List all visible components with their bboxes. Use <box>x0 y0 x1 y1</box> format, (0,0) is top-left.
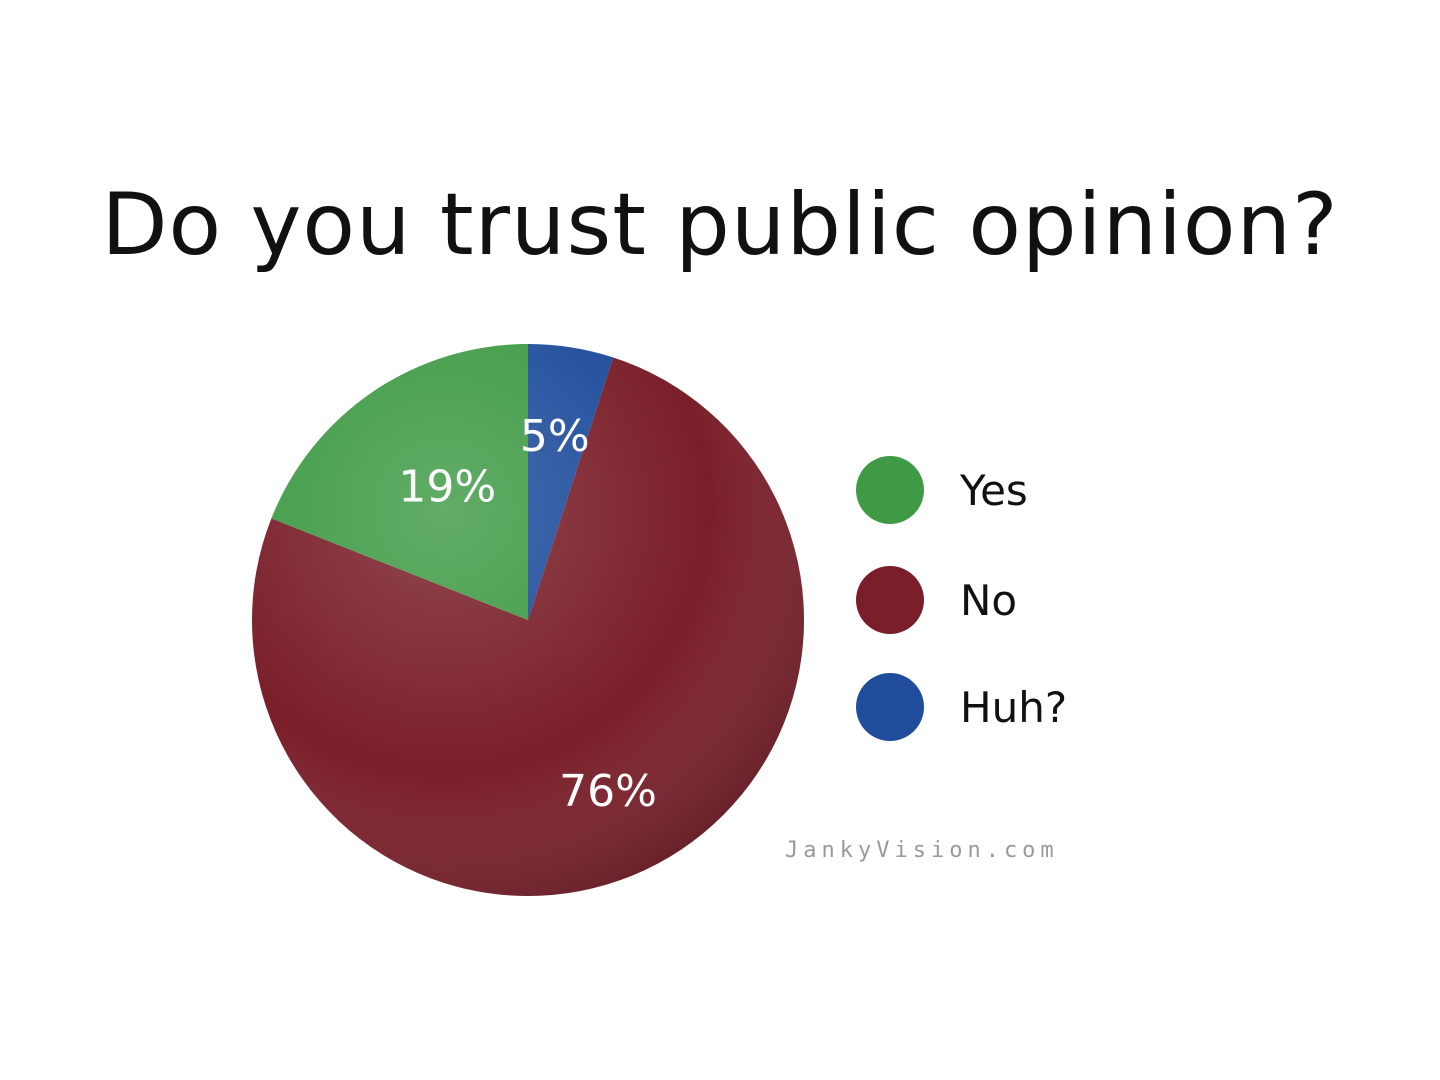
legend-swatch <box>856 456 924 524</box>
legend-item-yes: Yes <box>856 455 1028 525</box>
slice-value-label-no: 76% <box>559 766 657 817</box>
slice-value-label-yes: 19% <box>398 461 496 512</box>
chart-title: Do you trust public opinion? <box>101 175 1339 275</box>
legend-swatch <box>856 566 924 634</box>
legend-label: Huh? <box>960 682 1068 732</box>
legend-item-no: No <box>856 565 1017 635</box>
watermark: JankyVision.com <box>785 838 1059 863</box>
slice-value-label-huh: 5% <box>520 411 590 462</box>
legend-item-huh: Huh? <box>856 672 1067 742</box>
legend-label: Yes <box>960 465 1028 515</box>
legend-label: No <box>960 575 1018 625</box>
legend-swatch <box>856 673 924 741</box>
